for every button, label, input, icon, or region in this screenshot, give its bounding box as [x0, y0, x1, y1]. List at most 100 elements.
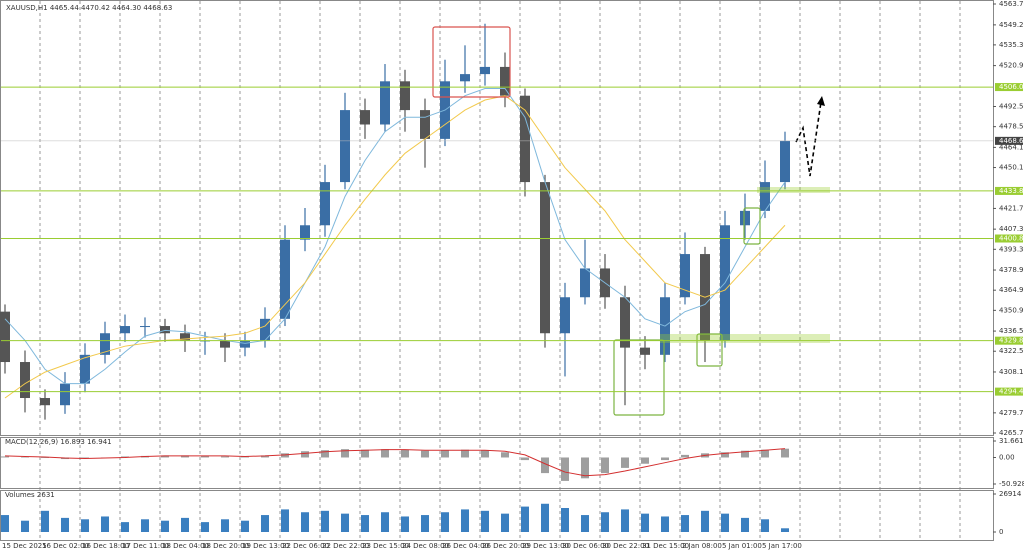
macd-bar — [781, 448, 789, 458]
macd-bar — [561, 457, 569, 481]
y-tick-label: 4308.10 — [999, 368, 1024, 376]
candle-body — [680, 254, 690, 298]
volume-bar — [761, 519, 769, 532]
macd-bar — [121, 456, 129, 458]
macd-bar — [321, 450, 329, 458]
macd-bar — [301, 451, 309, 458]
volume-tick-label: 0 — [999, 528, 1003, 536]
x-tick-label: 26 Dec 20:00 — [482, 542, 529, 550]
volume-bar — [441, 512, 449, 532]
volume-bar — [341, 513, 349, 532]
candle-body — [480, 66, 490, 75]
macd-bar — [1, 456, 9, 458]
volume-bar — [421, 515, 429, 532]
candle-body — [60, 383, 70, 406]
candle-body — [640, 347, 650, 355]
y-tick-label: 4549.20 — [999, 21, 1024, 29]
volume-bar — [381, 512, 389, 532]
price-pane — [0, 0, 994, 436]
volume-pane — [0, 490, 994, 541]
y-tick-label: 4265.70 — [999, 429, 1024, 437]
x-tick-label: 22 Dec 06:00 — [282, 542, 329, 550]
level-tag — [995, 387, 1023, 396]
x-tick-label: 15 Dec 2025 — [2, 542, 47, 550]
candle-body — [180, 333, 190, 341]
candle-body — [760, 182, 770, 211]
candle-body — [560, 297, 570, 334]
level-label: 4506.00 — [999, 83, 1024, 91]
y-tick-label: 4393.30 — [999, 245, 1024, 253]
highlight-box — [696, 333, 723, 367]
volume-label: Volumes 2631 — [5, 491, 55, 499]
moving-average — [4, 88, 786, 385]
volume-bar — [81, 519, 89, 532]
y-tick-label: 4492.50 — [999, 102, 1024, 110]
candle-body — [140, 326, 150, 328]
x-tick-label: 18 Dec 04:00 — [162, 542, 209, 550]
x-tick-label: 30 Dec 22:00 — [602, 542, 649, 550]
macd-bar — [641, 457, 649, 464]
macd-bar — [201, 455, 209, 458]
macd-bar — [241, 456, 249, 458]
plot — [0, 23, 790, 532]
candle-body — [40, 398, 50, 406]
volume-bar — [361, 515, 369, 532]
zone — [757, 187, 830, 193]
macd-bar — [541, 457, 549, 474]
macd-bar — [21, 456, 29, 458]
volume-bar — [301, 512, 309, 532]
candle-body — [540, 182, 550, 334]
macd-bar — [381, 449, 389, 458]
macd-bar — [601, 457, 609, 474]
level-tag — [995, 83, 1023, 92]
last-price-tag — [995, 136, 1023, 145]
candle-body — [0, 311, 10, 363]
volume-bar — [721, 513, 729, 532]
candle-body — [620, 297, 630, 348]
macd-signal — [4, 448, 786, 477]
volume-bar — [401, 516, 409, 532]
forecast-arrow — [795, 101, 822, 177]
volume-bar — [481, 510, 489, 532]
volume-bar — [581, 515, 589, 532]
y-tick-label: 4520.90 — [999, 62, 1024, 70]
x-tick-label: 18 Dec 20:00 — [202, 542, 249, 550]
x-tick-label: 5 Jan 17:00 — [762, 542, 802, 550]
candle-body — [160, 326, 170, 334]
y-tick-label: 4364.90 — [999, 286, 1024, 294]
level-label: 4433.85 — [999, 187, 1024, 195]
x-tick-label: 26 Dec 04:00 — [442, 542, 489, 550]
volume-bar — [621, 509, 629, 532]
x-tick-label: 17 Dec 11:00 — [122, 542, 169, 550]
x-tick-label: 22 Dec 22:00 — [322, 542, 369, 550]
y-tick-label: 4450.10 — [999, 164, 1024, 172]
zone — [660, 334, 830, 343]
level-label: 4294.45 — [999, 388, 1024, 396]
level-tag — [995, 234, 1023, 243]
macd-bar — [361, 449, 369, 458]
candle-body — [580, 268, 590, 298]
candle-body — [120, 326, 130, 334]
macd-tick-label: 31.661 — [999, 437, 1024, 445]
macd-bar — [281, 453, 289, 458]
macd-bar — [81, 457, 89, 459]
volume-bar — [561, 507, 569, 532]
macd-pane — [0, 437, 994, 489]
volume-bar — [141, 519, 149, 532]
volume-bar — [261, 515, 269, 532]
volume-bar — [61, 517, 69, 532]
x-tick-label: 16 Dec 02:00 — [42, 542, 89, 550]
candle-body — [20, 362, 30, 399]
annotations — [432, 26, 830, 416]
y-tick-label: 4279.70 — [999, 409, 1024, 417]
x-tick-label: 24 Dec 08:00 — [402, 542, 449, 550]
candle-body — [380, 81, 390, 125]
candle-body — [220, 340, 230, 348]
candle-body — [740, 210, 750, 226]
highlight-box — [613, 339, 665, 416]
candle-body — [340, 110, 350, 183]
volume-bar — [221, 519, 229, 532]
candle-body — [240, 340, 250, 348]
macd-bar — [741, 450, 749, 458]
